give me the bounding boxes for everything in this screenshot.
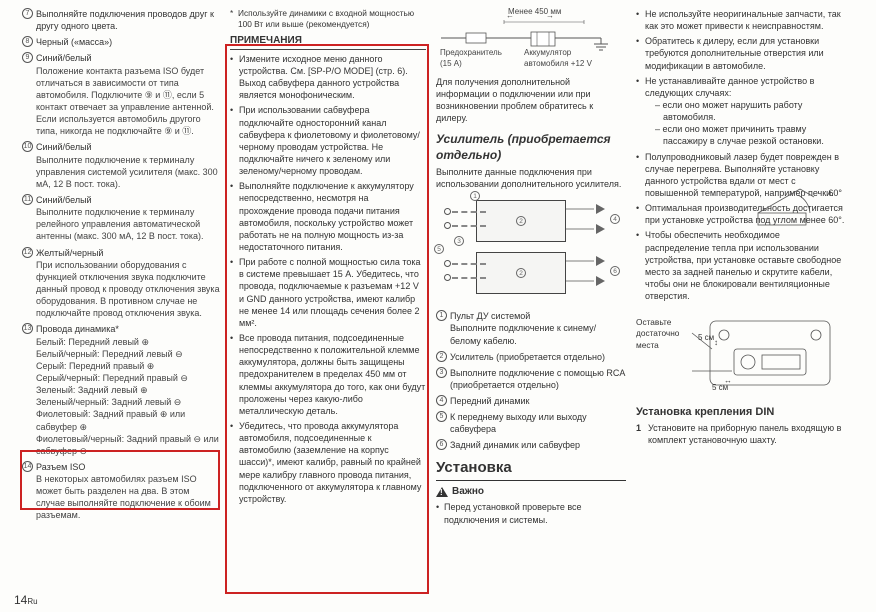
amp-lead-text: Выполните данные подключения при использ… xyxy=(436,166,626,190)
item-number: 13 xyxy=(22,323,33,334)
legend-text: Усилитель (приобретается отдельно) xyxy=(450,351,626,363)
wiring-item-12: 12Желтый/черныйПри использовании оборудо… xyxy=(22,247,220,320)
legend-number: 6 xyxy=(436,439,447,450)
column-1-wiring: 7Выполняйте подключения проводов друг к … xyxy=(22,8,220,606)
legend-number: 5 xyxy=(436,411,447,422)
legend-item-2: 2Усилитель (приобретается отдельно) xyxy=(436,351,626,363)
item-description: При использовании оборудования с функцие… xyxy=(36,259,220,320)
item-title: Разъем ISO xyxy=(36,461,220,473)
svg-text:↕: ↕ xyxy=(714,338,718,347)
warning-row: Важно xyxy=(436,485,626,499)
item-description: Положение контакта разъема ISO будет отл… xyxy=(36,65,220,138)
item-number: 9 xyxy=(22,52,33,63)
amp-section-title: Усилитель (приобретается отдельно) xyxy=(436,131,626,163)
wiring-item-11: 11Синий/белыйВыполните подключение к тер… xyxy=(22,194,220,243)
angle-diagram: 60° xyxy=(754,179,846,239)
diagram-label-length: Менее 450 мм xyxy=(508,7,561,18)
star-note: * Используйте динамики с входной мощност… xyxy=(230,8,426,30)
item-title: Выполняйте подключения проводов друг к д… xyxy=(36,8,220,32)
install-bullets: Не используйте неоригинальные запчасти, … xyxy=(636,8,846,302)
install-note: Не используйте неоригинальные запчасти, … xyxy=(636,8,846,32)
item-number: 12 xyxy=(22,247,33,258)
note-item: Убедитесь, что провода аккумулятора авто… xyxy=(230,420,426,505)
angle-label: 60° xyxy=(828,187,842,199)
item-number: 14 xyxy=(22,461,33,472)
column-4-install-notes: Не используйте неоригинальные запчасти, … xyxy=(636,8,846,606)
speaker-wire-line: Зеленый/черный: Задний левый ⊖ xyxy=(36,396,220,408)
item-title: Черный («масса») xyxy=(36,36,220,48)
install-note-sub: – если оно может причинить травму пассаж… xyxy=(645,123,846,147)
warning-text: • Перед установкой проверьте все подключ… xyxy=(436,501,626,525)
wiring-item-10: 10Синий/белыйВыполните подключение к тер… xyxy=(22,141,220,190)
legend-item-3: 3Выполните подключение с помощью RCA (пр… xyxy=(436,367,626,391)
amp-diagram: 1 2 3 4 5 6 2 xyxy=(436,194,626,304)
install-note: Не устанавливайте данное устройство в сл… xyxy=(636,75,846,148)
speaker-wire-line: Серый: Передний правый ⊕ xyxy=(36,360,220,372)
column-3-amp-install: ← → Менее 450 мм Предохранитель(15 А) xyxy=(436,8,626,606)
speaker-wire-line: Серый/черный: Передний правый ⊖ xyxy=(36,372,220,384)
amp-legend: 1Пульт ДУ системойВыполните подключение … xyxy=(436,310,626,451)
wiring-item-8: 8Черный («масса») xyxy=(22,36,220,48)
fuse-diagram: ← → Менее 450 мм Предохранитель(15 А) xyxy=(436,8,626,70)
wiring-item-7: 7Выполняйте подключения проводов друг к … xyxy=(22,8,220,32)
wiring-item-13: 13Провода динамика*Белый: Передний левый… xyxy=(22,323,220,457)
install-note: Чтобы обеспечить необходимое распределен… xyxy=(636,229,846,302)
install-note: Обратитесь к дилеру, если для установки … xyxy=(636,35,846,71)
note-item: При использовании сабвуфера подключайте … xyxy=(230,104,426,177)
note-item: Измените исходное меню данного устройств… xyxy=(230,53,426,102)
legend-number: 1 xyxy=(436,310,447,321)
note-item: При работе с полной мощностью сила тока … xyxy=(230,256,426,329)
legend-sub: Выполните подключение к синему/ белому к… xyxy=(450,322,626,346)
item-description: Выполните подключение к терминалу релейн… xyxy=(36,206,220,242)
legend-number: 2 xyxy=(436,351,447,362)
diagram-label-fuse: Предохранитель(15 А) xyxy=(440,48,502,70)
legend-number: 4 xyxy=(436,395,447,406)
speaker-wire-line: Белый/черный: Передний левый ⊖ xyxy=(36,348,220,360)
notes-list: Измените исходное меню данного устройств… xyxy=(230,53,426,505)
item-description: Выполните подключение к терминалу управл… xyxy=(36,154,220,190)
dashboard-diagram: Оставьте достаточно места ↕ ↔ 5 см 5 см xyxy=(636,311,846,401)
legend-text: Передний динамик xyxy=(450,395,626,407)
legend-item-6: 6Задний динамик или сабвуфер xyxy=(436,439,626,451)
note-item: Все провода питания, подсоединенные непо… xyxy=(230,332,426,417)
item-number: 7 xyxy=(22,8,33,19)
contact-dealer-text: Для получения дополнительной информации … xyxy=(436,76,626,125)
legend-item-5: 5К переднему выходу или выходу сабвуфера xyxy=(436,411,626,435)
install-note-sub: – если оно может нарушить работу автомоб… xyxy=(645,99,846,123)
item-number: 8 xyxy=(22,36,33,47)
legend-text: К переднему выходу или выходу сабвуфера xyxy=(450,411,626,435)
speaker-wire-line: Фиолетовый/черный: Задний правый ⊖ или с… xyxy=(36,433,220,457)
legend-text: Пульт ДУ системой xyxy=(450,310,626,322)
warning-icon xyxy=(436,487,448,497)
column-2-notes: * Используйте динамики с входной мощност… xyxy=(230,8,426,606)
speaker-wire-line: Зеленый: Задний левый ⊕ xyxy=(36,384,220,396)
wiring-item-14: 14Разъем ISOВ некоторых автомобилях разъ… xyxy=(22,461,220,522)
din-heading: Установка крепления DIN xyxy=(636,405,846,420)
dash-cm-v: 5 см xyxy=(698,333,714,344)
legend-text: Выполните подключение с помощью RCA (при… xyxy=(450,367,626,391)
item-title: Синий/белый xyxy=(36,141,220,153)
diagram-label-battery: Аккумуляторавтомобиля +12 V xyxy=(524,48,592,70)
din-step-1: 1 Установите на приборную панель входящу… xyxy=(636,422,846,446)
item-number: 10 xyxy=(22,141,33,152)
item-number: 11 xyxy=(22,194,33,205)
dash-cm-h: 5 см xyxy=(712,383,728,394)
item-description: В некоторых автомобилях разъем ISO может… xyxy=(36,473,220,522)
legend-text: Задний динамик или сабвуфер xyxy=(450,439,626,451)
speaker-wire-line: Белый: Передний левый ⊕ xyxy=(36,336,220,348)
page-number: 14Ru xyxy=(14,592,38,608)
speaker-wire-line: Фиолетовый: Задний правый ⊕ или сабвуфер… xyxy=(36,408,220,432)
legend-number: 3 xyxy=(436,367,447,378)
item-title: Синий/белый xyxy=(36,194,220,206)
item-title: Синий/белый xyxy=(36,52,220,64)
legend-item-4: 4Передний динамик xyxy=(436,395,626,407)
legend-item-1: 1Пульт ДУ системойВыполните подключение … xyxy=(436,310,626,346)
item-title: Желтый/черный xyxy=(36,247,220,259)
wiring-item-9: 9Синий/белыйПоложение контакта разъема I… xyxy=(22,52,220,137)
item-title: Провода динамика* xyxy=(36,323,220,335)
notes-heading: ПРИМЕЧАНИЯ xyxy=(230,34,426,50)
note-item: Выполняйте подключение к аккумулятору не… xyxy=(230,180,426,253)
install-heading: Установка xyxy=(436,458,626,481)
